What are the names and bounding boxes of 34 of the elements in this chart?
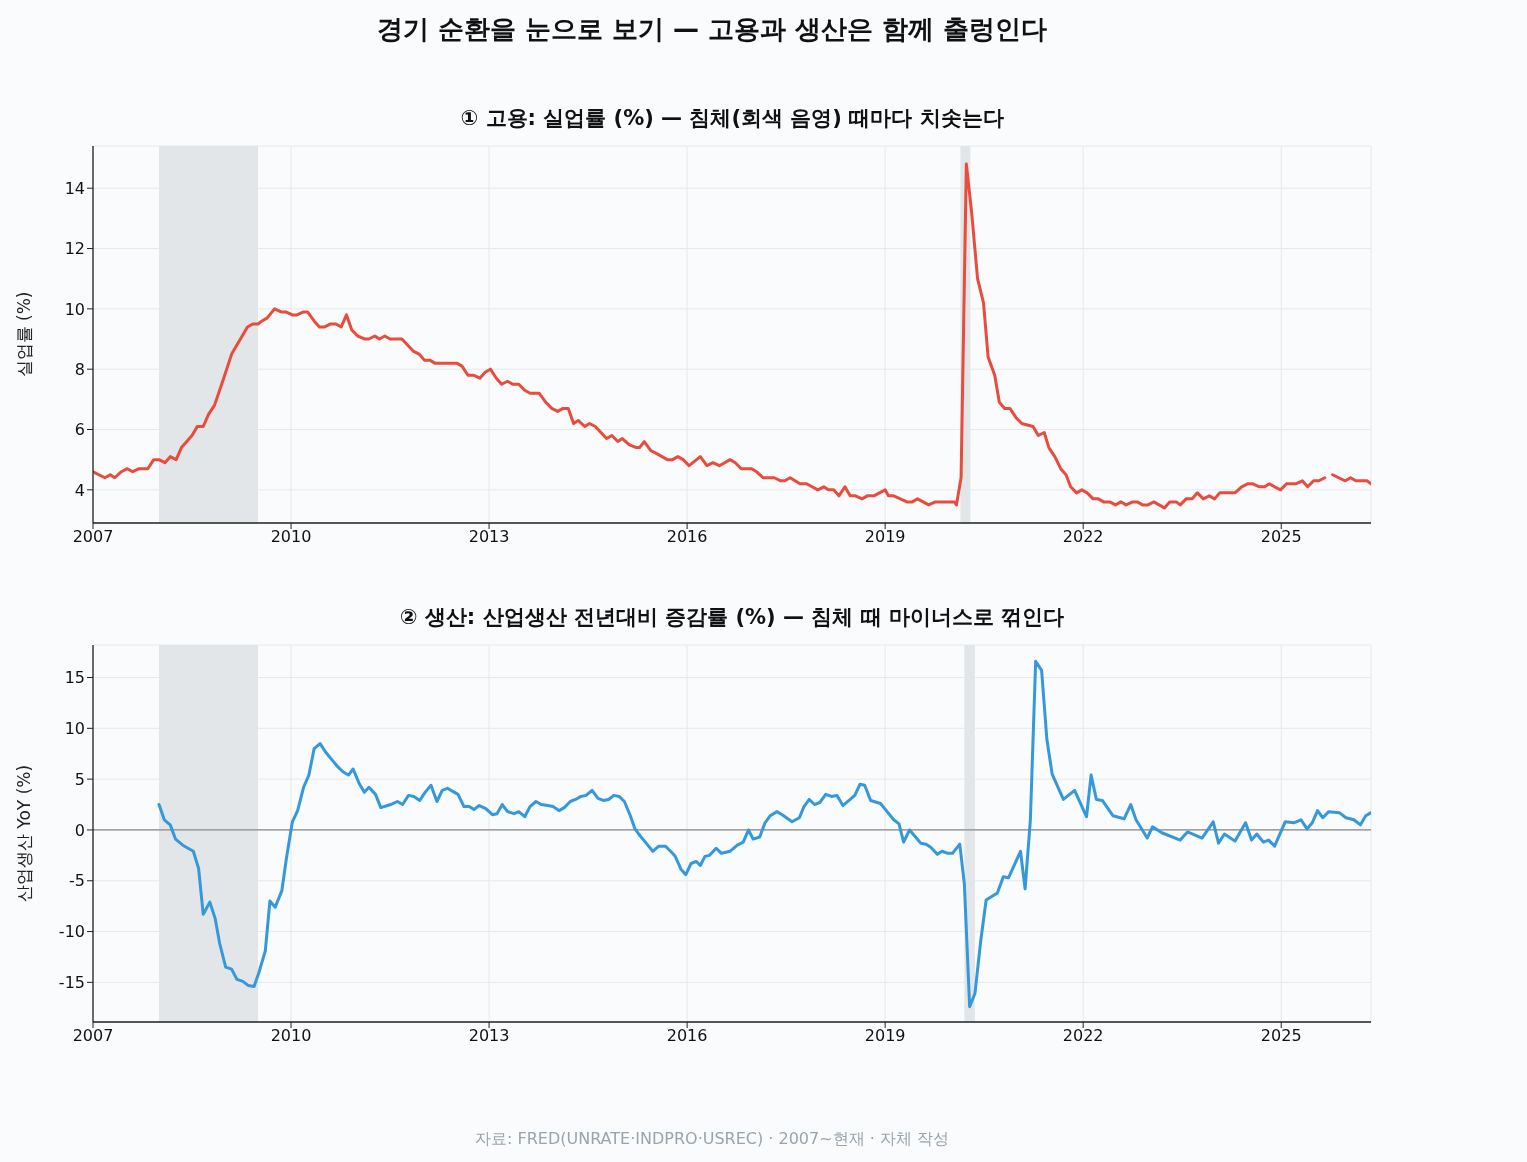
y-tick-label: 8 (74, 359, 85, 379)
y-tick-label: 15 (64, 668, 85, 688)
x-tick-label: 2016 (666, 527, 708, 547)
x-tick-label: 2025 (1260, 527, 1302, 547)
x-tick-label: 2016 (666, 1026, 708, 1046)
y-tick-label: 5 (74, 769, 85, 789)
y-tick-label: 6 (74, 420, 85, 440)
x-tick-label: 2013 (468, 1026, 510, 1046)
y-tick-label: 14 (64, 178, 85, 198)
y-axis-title: 실업률 (%) (14, 291, 35, 378)
chart-title: 경기 순환을 눈으로 보기 — 고용과 생산은 함께 출렁인다 (375, 13, 1049, 46)
x-tick-label: 2010 (270, 1026, 312, 1046)
line-series (157, 659, 1371, 1009)
y-tick-label: -15 (58, 973, 85, 993)
x-tick-label: 2007 (72, 1026, 114, 1046)
text: 자료: FRED(UNRATE·INDPRO·USREC) · 2007~현재 · 자체 작성 (474, 1129, 950, 1150)
y-axis-title: 산업생산 YoY (%) (14, 764, 35, 903)
x-tick-label: 2010 (270, 527, 312, 547)
x-tick-label: 2013 (468, 527, 510, 547)
y-tick-label: -10 (58, 922, 85, 942)
chart-subtitle: ① 고용: 실업률 (%) — 침체(회색 음영) 때마다 치솟는다 (459, 105, 1005, 132)
y-tick-label: 10 (64, 299, 85, 319)
x-tick-label: 2025 (1260, 1026, 1302, 1046)
y-tick-label: 4 (74, 480, 85, 500)
x-tick-label: 2019 (864, 1026, 906, 1046)
y-tick-label: 10 (64, 719, 85, 739)
x-tick-label: 2019 (864, 527, 906, 547)
y-tick-label: 0 (74, 820, 85, 840)
y-tick-label: -5 (69, 871, 85, 891)
x-tick-label: 2022 (1062, 1026, 1104, 1046)
chart-title: ② 생산: 산업생산 전년대비 증감률 (%) — 침체 때 마이너스로 꺾인다 (398, 604, 1066, 631)
x-tick-label: 2007 (72, 527, 114, 547)
y-tick-label: 12 (64, 239, 85, 259)
x-tick-label: 2022 (1062, 527, 1104, 547)
